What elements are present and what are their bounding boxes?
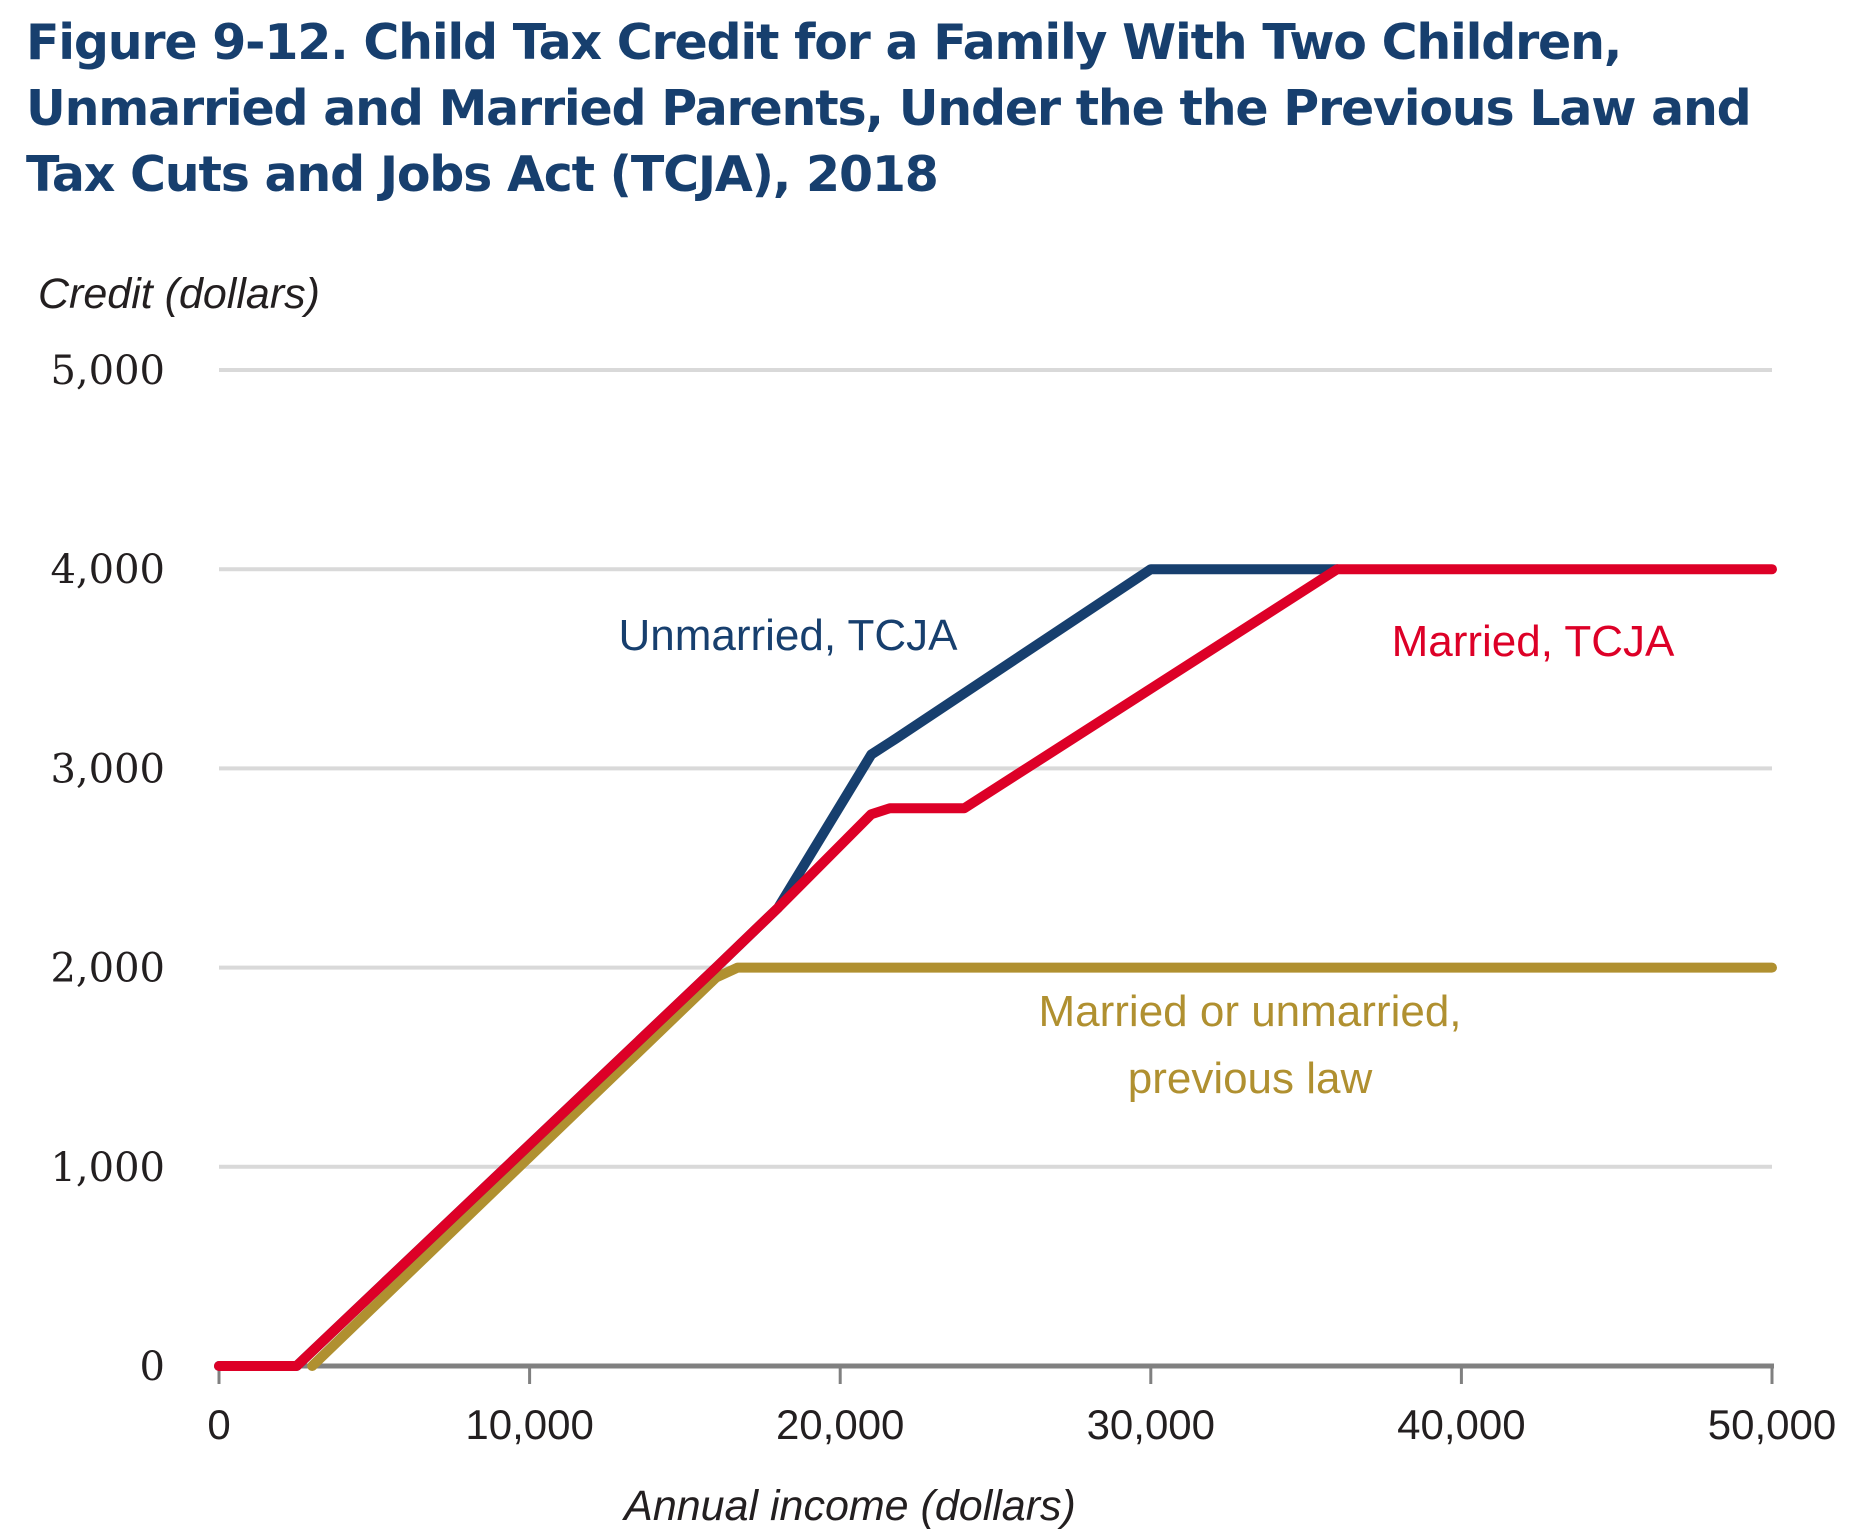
y-tick-label: 3,000 <box>50 746 165 792</box>
x-tick-label: 20,000 <box>776 1401 904 1448</box>
x-tick-label: 0 <box>207 1401 230 1448</box>
unmarried-tcja-label: Unmarried, TCJA <box>618 611 958 660</box>
y-tick-label: 2,000 <box>50 946 165 992</box>
y-tick-label: 5,000 <box>50 348 165 394</box>
y-tick-label: 4,000 <box>50 547 165 593</box>
y-tick-label: 1,000 <box>50 1145 165 1191</box>
y-axis-label: Credit (dollars) <box>38 270 320 318</box>
title-line-1: Figure 9-12. Child Tax Credit for a Fami… <box>26 14 1622 71</box>
previous-law-line <box>307 962 1777 1371</box>
title-line-3: Tax Cuts and Jobs Act (TCJA), 2018 <box>26 146 939 203</box>
x-axis: 0 10,000 20,000 30,000 40,000 50,000 <box>207 1363 1836 1448</box>
series-lines <box>214 564 1777 1371</box>
x-tick-label: 50,000 <box>1708 1401 1836 1448</box>
previous-law-label-line-1: Married or unmarried, <box>1038 987 1461 1036</box>
gridlines <box>219 368 1772 1169</box>
x-axis-label: Annual income (dollars) <box>621 1482 1076 1530</box>
previous-law-label-line-2: previous law <box>1128 1054 1373 1103</box>
x-tick-label: 10,000 <box>465 1401 593 1448</box>
married-tcja-label: Married, TCJA <box>1392 617 1675 666</box>
y-tick-label: 0 <box>140 1344 165 1390</box>
x-tick-label: 40,000 <box>1397 1401 1525 1448</box>
title-line-2: Unmarried and Married Parents, Under the… <box>26 80 1752 137</box>
chart-title: Figure 9-12. Child Tax Credit for a Fami… <box>26 10 1826 208</box>
y-axis-ticks: 0 1,000 2,000 3,000 4,000 5,000 <box>50 348 165 1390</box>
x-tick-label: 30,000 <box>1087 1401 1215 1448</box>
married-tcja-line <box>214 564 1777 1371</box>
